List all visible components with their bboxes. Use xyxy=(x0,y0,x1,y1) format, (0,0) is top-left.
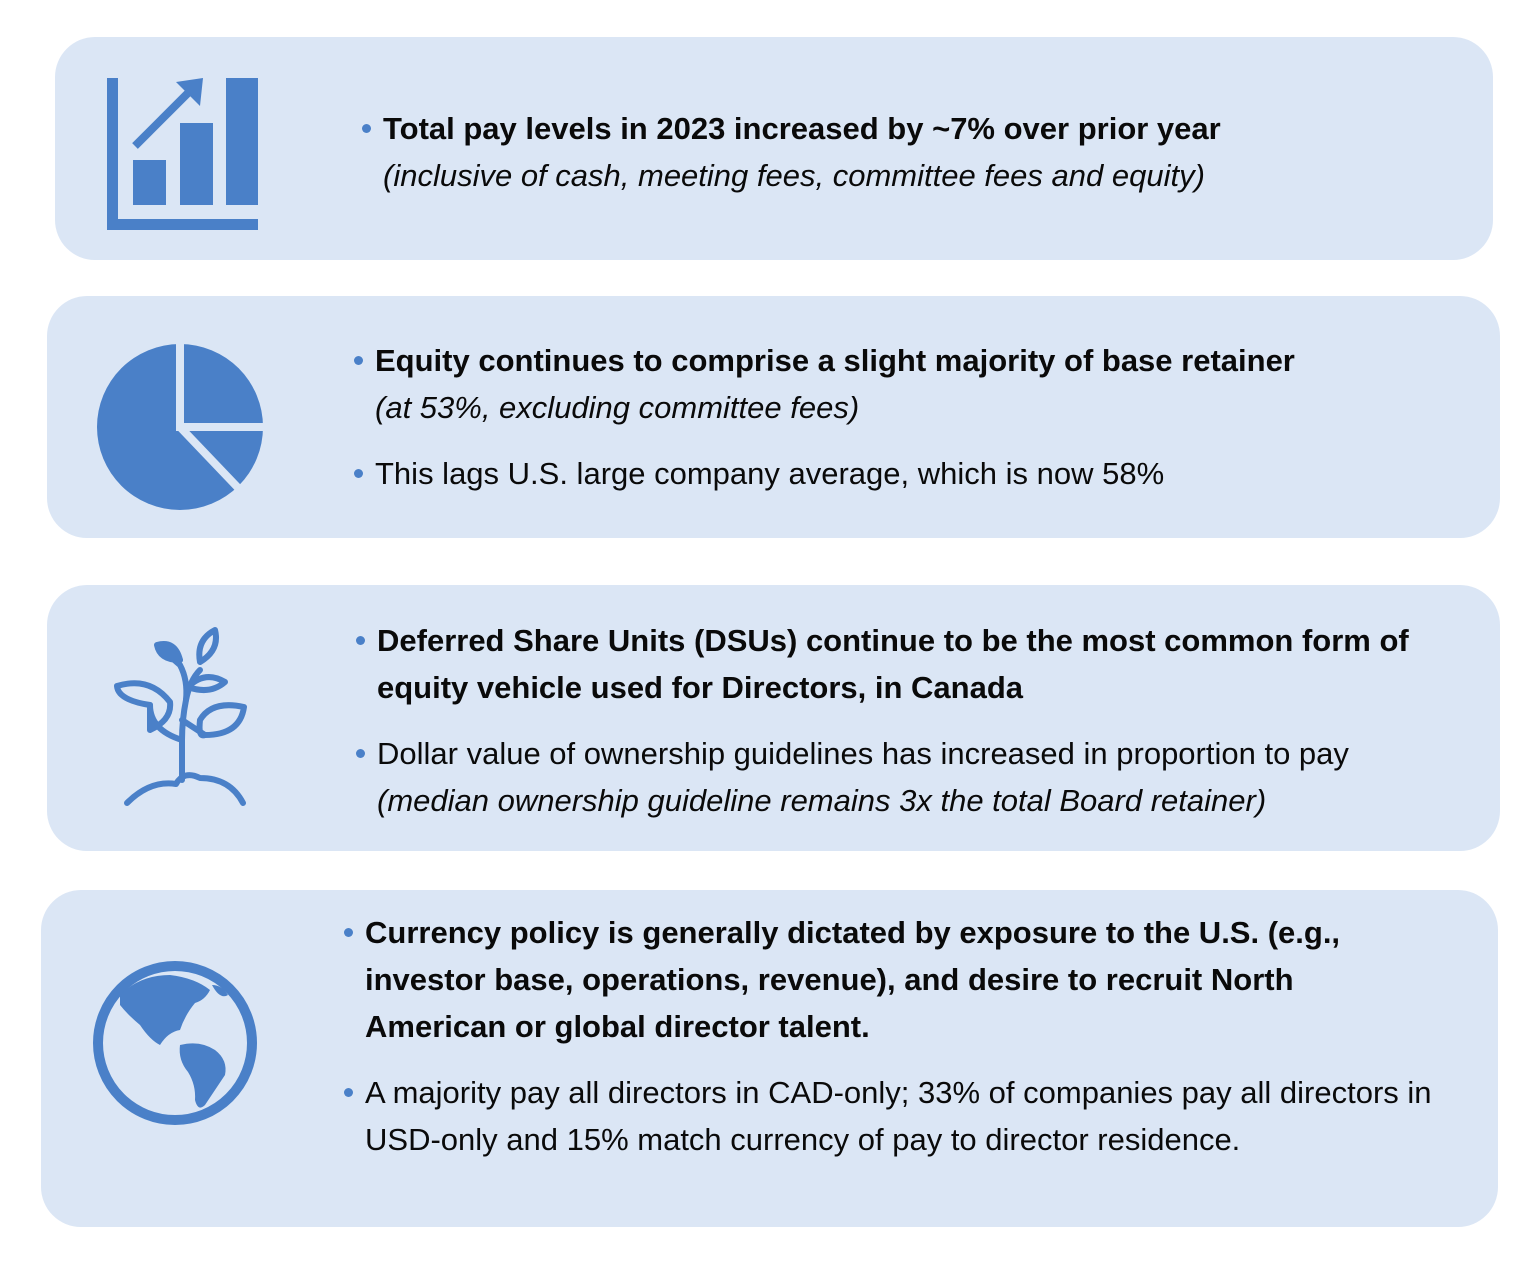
bold-text: Deferred Share Units (DSUs) continue to … xyxy=(377,623,1409,705)
bold-text: Currency policy is generally dictated by… xyxy=(365,915,1341,1044)
bullet: A majority pay all directors in CAD-only… xyxy=(344,1069,1440,1163)
panel xyxy=(55,37,1493,260)
bullet: Equity continues to comprise a slight ma… xyxy=(354,337,1325,431)
panel xyxy=(47,296,1500,538)
body-text: Dollar value of ownership guidelines has… xyxy=(377,736,1349,771)
body-text: A majority pay all directors in CAD-only… xyxy=(365,1075,1432,1157)
plant-icon xyxy=(114,627,247,806)
bullet: This lags U.S. large company average, wh… xyxy=(354,450,1325,497)
pie-icon xyxy=(97,340,268,510)
bullet: Deferred Share Units (DSUs) continue to … xyxy=(356,617,1462,711)
bullet: Currency policy is generally dictated by… xyxy=(344,909,1440,1050)
panel xyxy=(41,890,1498,1227)
text-block: Equity continues to comprise a slight ma… xyxy=(354,337,1325,497)
chart-icon xyxy=(107,78,258,230)
bullet: Total pay levels in 2023 increased by ~7… xyxy=(362,105,1463,199)
text-block: Deferred Share Units (DSUs) continue to … xyxy=(356,617,1462,824)
bold-text: Total pay levels in 2023 increased by ~7… xyxy=(383,111,1221,146)
italic-text: (at 53%, excluding committee fees) xyxy=(375,390,860,425)
bold-text: Equity continues to comprise a slight ma… xyxy=(375,343,1295,378)
text-block: Currency policy is generally dictated by… xyxy=(344,909,1440,1163)
italic-text: (median ownership guideline remains 3x t… xyxy=(377,783,1267,818)
italic-text: (inclusive of cash, meeting fees, commit… xyxy=(383,158,1205,193)
body-text: This lags U.S. large company average, wh… xyxy=(375,456,1165,491)
bullet: Dollar value of ownership guidelines has… xyxy=(356,730,1462,824)
text-block: Total pay levels in 2023 increased by ~7… xyxy=(362,105,1463,199)
globe-icon xyxy=(93,961,257,1125)
panel xyxy=(47,585,1500,851)
